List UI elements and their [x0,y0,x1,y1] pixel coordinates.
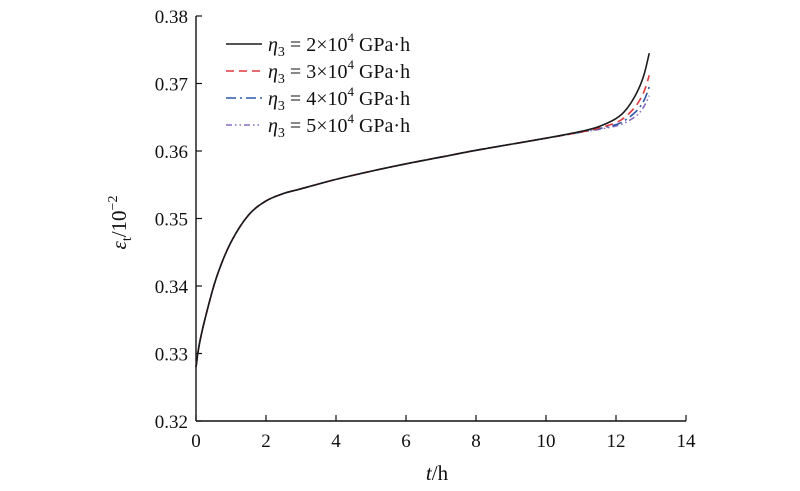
y-tick-label: 0.34 [155,277,189,298]
y-tick-label: 0.35 [155,210,188,231]
legend: η3 = 2×104 GPa·hη3 = 3×104 GPa·hη3 = 4×1… [226,30,410,141]
series-line-4 [195,95,650,368]
y-tick-label: 0.37 [155,75,188,96]
legend-label: η3 = 3×104 GPa·h [268,57,410,87]
y-tick-label: 0.33 [155,345,188,366]
y-axis-unit: /10 [107,210,131,237]
series-line-1 [195,52,651,368]
x-tick-label: 6 [401,431,411,452]
series-line-3 [195,86,650,368]
legend-entry-2: η3 = 3×104 GPa·h [226,57,410,87]
x-tick-label: 0 [191,431,201,452]
x-axis-var: t [426,461,433,485]
legend-label: η3 = 4×104 GPa·h [268,84,410,114]
y-axis: 0.32 0.33 0.34 0.35 0.36 0.37 0.38 [155,7,202,433]
legend-entry-1: η3 = 2×104 GPa·h [226,30,410,60]
y-axis-sub: t [120,237,135,241]
y-axis-title: εt/10−2 [106,196,135,250]
series-group [195,52,651,368]
x-tick-label: 8 [471,431,481,452]
y-axis-exp: −2 [106,196,121,211]
x-tick-label: 2 [261,431,271,452]
series-line-2 [195,75,651,368]
y-tick-label: 0.36 [155,142,188,163]
y-axis-title-wrap: εt/10−2 [106,196,135,250]
x-tick-label: 14 [677,431,697,452]
x-axis-unit: /h [432,461,449,485]
y-axis-var: ε [107,240,131,249]
legend-label: η3 = 5×104 GPa·h [268,111,410,141]
x-tick-label: 4 [331,431,341,452]
x-tick-label: 10 [537,431,556,452]
legend-entry-4: η3 = 5×104 GPa·h [226,111,410,141]
x-axis: 0 2 4 6 8 10 12 14 [191,415,696,452]
y-tick-label: 0.32 [155,412,188,433]
y-tick-label: 0.38 [155,7,188,28]
legend-entry-3: η3 = 4×104 GPa·h [226,84,410,114]
legend-label: η3 = 2×104 GPa·h [268,30,410,60]
x-tick-label: 12 [607,431,626,452]
x-axis-title: t/h [426,461,449,485]
